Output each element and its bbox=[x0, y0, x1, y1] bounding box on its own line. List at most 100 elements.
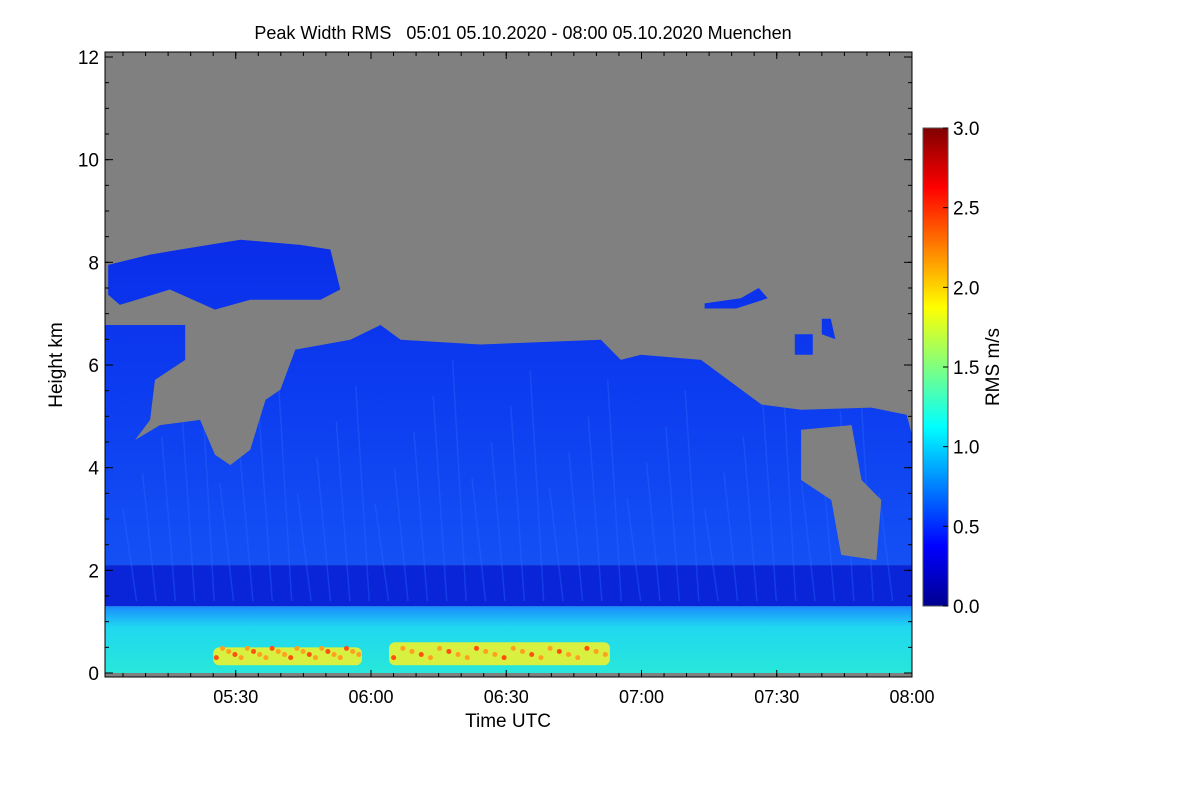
x-axis-label: Time UTC bbox=[465, 711, 551, 732]
high-rms-spot bbox=[510, 645, 516, 651]
turbulence-streak bbox=[490, 441, 506, 602]
turbulence-streak bbox=[529, 370, 545, 602]
high-rms-spot bbox=[250, 648, 256, 654]
colorbar-tick-label: 1.5 bbox=[953, 358, 979, 379]
high-rms-spot bbox=[519, 648, 525, 654]
high-rms-spot bbox=[213, 655, 219, 661]
turbulence-streak bbox=[568, 452, 584, 602]
turbulence-streak bbox=[645, 462, 661, 602]
y-tick-label: 0 bbox=[88, 664, 99, 685]
high-rms-spot bbox=[455, 652, 461, 658]
y-tick-label: 10 bbox=[78, 151, 99, 172]
y-tick-label: 8 bbox=[88, 253, 99, 274]
high-rms-spot bbox=[331, 652, 337, 658]
y-tick-label: 2 bbox=[88, 561, 99, 582]
turbulence-streak bbox=[878, 493, 894, 602]
colorbar-tick-label: 3.0 bbox=[953, 119, 979, 140]
high-rms-spot bbox=[418, 652, 424, 658]
y-tick-label: 6 bbox=[88, 356, 99, 377]
turbulence-streak bbox=[471, 477, 487, 602]
y-tick-label: 4 bbox=[88, 459, 99, 480]
high-rms-spot bbox=[288, 655, 294, 661]
colorbar-tick-label: 0.0 bbox=[953, 597, 979, 618]
colorbar-tick-label: 2.0 bbox=[953, 278, 979, 299]
high-rms-spot bbox=[427, 655, 433, 661]
high-rms-spot bbox=[244, 645, 250, 651]
turbulence-streak bbox=[374, 503, 390, 602]
turbulence-streak bbox=[451, 359, 467, 602]
turbulence-streak bbox=[762, 400, 778, 602]
turbulence-streak bbox=[296, 493, 312, 602]
x-tick-label: 06:30 bbox=[484, 687, 529, 707]
high-rms-spot bbox=[312, 655, 318, 661]
colorbar-tick-label: 0.5 bbox=[953, 517, 979, 538]
turbulence-streak bbox=[800, 482, 816, 602]
turbulence-streak bbox=[180, 400, 196, 602]
high-rms-spot bbox=[538, 655, 544, 661]
high-rms-spot bbox=[337, 655, 343, 661]
chart-title: Peak Width RMS 05:01 05.10.2020 - 08:00 … bbox=[254, 23, 791, 43]
high-rms-spot bbox=[593, 648, 599, 654]
high-rms-spot bbox=[319, 645, 325, 651]
x-tick-label: 07:00 bbox=[619, 687, 664, 707]
high-rms-spot bbox=[529, 652, 535, 658]
high-rms-spot bbox=[269, 645, 275, 651]
high-rms-spot bbox=[219, 645, 225, 651]
high-rms-spot bbox=[275, 648, 281, 654]
no-data-gap bbox=[801, 425, 882, 561]
turbulence-streak bbox=[587, 416, 603, 602]
turbulence-streak bbox=[219, 482, 235, 602]
colorbar-tick-label: 2.5 bbox=[953, 199, 979, 220]
high-rms-spot bbox=[556, 648, 562, 654]
turbulence-streak bbox=[257, 411, 274, 602]
high-rms-spot bbox=[356, 652, 362, 658]
y-tick-label: 12 bbox=[78, 48, 99, 69]
high-rms-spot bbox=[343, 645, 349, 651]
high-rms-spot bbox=[391, 655, 397, 661]
high-rms-spot bbox=[400, 645, 406, 651]
turbulence-streak bbox=[335, 421, 351, 602]
high-rms-spot bbox=[257, 652, 263, 658]
turbulence-streak bbox=[432, 395, 448, 602]
turbulence-streak bbox=[626, 498, 642, 602]
turbulence-streak bbox=[141, 472, 157, 602]
high-rms-spot bbox=[492, 652, 498, 658]
high-rms-spot bbox=[602, 652, 608, 658]
x-tick-label: 05:30 bbox=[213, 687, 258, 707]
high-rms-spot bbox=[350, 648, 356, 654]
y-axis-label: Height km bbox=[46, 322, 67, 408]
colorbar-label: RMS m/s bbox=[983, 328, 1004, 406]
colorbar-tick-label: 1.0 bbox=[953, 438, 979, 459]
turbulence-streak bbox=[510, 406, 526, 602]
high-rms-spot bbox=[263, 655, 269, 661]
turbulence-streak bbox=[548, 488, 564, 602]
turbulence-streak bbox=[723, 472, 739, 602]
x-tick-label: 08:00 bbox=[889, 687, 934, 707]
high-rms-spot bbox=[238, 655, 244, 661]
high-rms-patch bbox=[389, 642, 610, 666]
high-rms-spot bbox=[473, 645, 479, 651]
turbulence-streak bbox=[393, 467, 409, 602]
high-rms-spot bbox=[501, 655, 507, 661]
high-rms-spot bbox=[437, 645, 443, 651]
boundary-layer-band bbox=[105, 606, 912, 673]
high-rms-spot bbox=[446, 648, 452, 654]
high-rms-spot bbox=[306, 652, 312, 658]
turbulence-streak bbox=[606, 380, 622, 602]
turbulence-streak bbox=[316, 457, 332, 602]
turbulence-streak bbox=[684, 390, 700, 602]
turbulence-streak bbox=[161, 436, 177, 602]
high-rms-spot bbox=[409, 648, 415, 654]
high-rms-spot bbox=[584, 645, 590, 651]
x-tick-label: 06:00 bbox=[348, 687, 393, 707]
high-rms-patch bbox=[213, 647, 362, 666]
turbulence-streak bbox=[122, 508, 138, 602]
high-rms-spot bbox=[294, 645, 300, 651]
high-rms-spot bbox=[325, 648, 331, 654]
turbulence-streak bbox=[703, 508, 719, 602]
high-rms-spot bbox=[547, 645, 553, 651]
high-rms-spot bbox=[483, 648, 489, 654]
turbulence-streak bbox=[238, 447, 254, 602]
